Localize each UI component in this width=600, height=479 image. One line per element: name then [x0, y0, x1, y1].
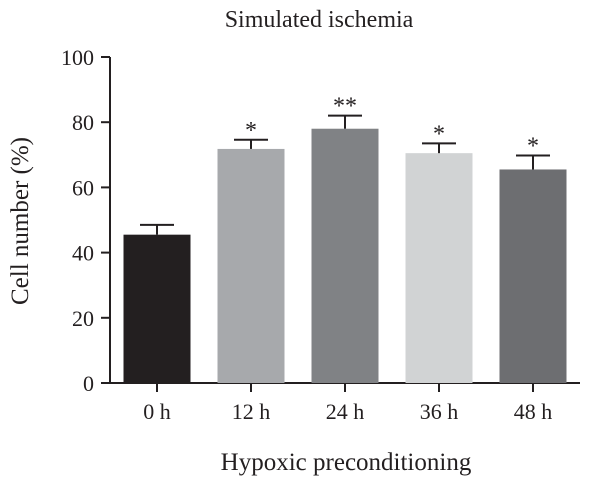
significance-marker: * [433, 121, 445, 147]
significance-marker: * [245, 118, 257, 144]
y-tick-label: 20 [72, 306, 94, 331]
y-tick-label: 40 [72, 241, 94, 266]
y-tick-label: 80 [72, 110, 94, 135]
x-tick-label: 12 h [232, 399, 271, 424]
bar [311, 128, 379, 383]
bar [123, 234, 191, 383]
chart-title: Simulated ischemia [225, 7, 414, 33]
y-tick-label: 0 [83, 371, 94, 396]
x-tick-label: 48 h [514, 399, 553, 424]
bar [499, 169, 567, 383]
significance-marker: ** [333, 94, 357, 120]
bar [405, 153, 473, 383]
y-axis-label: Cell number (%) [7, 137, 34, 305]
y-tick-label: 100 [61, 45, 94, 70]
x-tick-label: 24 h [326, 399, 365, 424]
bar [217, 148, 285, 383]
y-tick-label: 60 [72, 175, 94, 200]
significance-marker: * [527, 133, 539, 159]
x-axis-label: Hypoxic preconditioning [221, 449, 472, 476]
plot-area: 0 20 40 60 80 100 0 h * 12 h ** 24 h * 36 h * 48 h [61, 45, 580, 424]
x-tick-label: 0 h [143, 399, 171, 424]
x-tick-label: 36 h [420, 399, 459, 424]
